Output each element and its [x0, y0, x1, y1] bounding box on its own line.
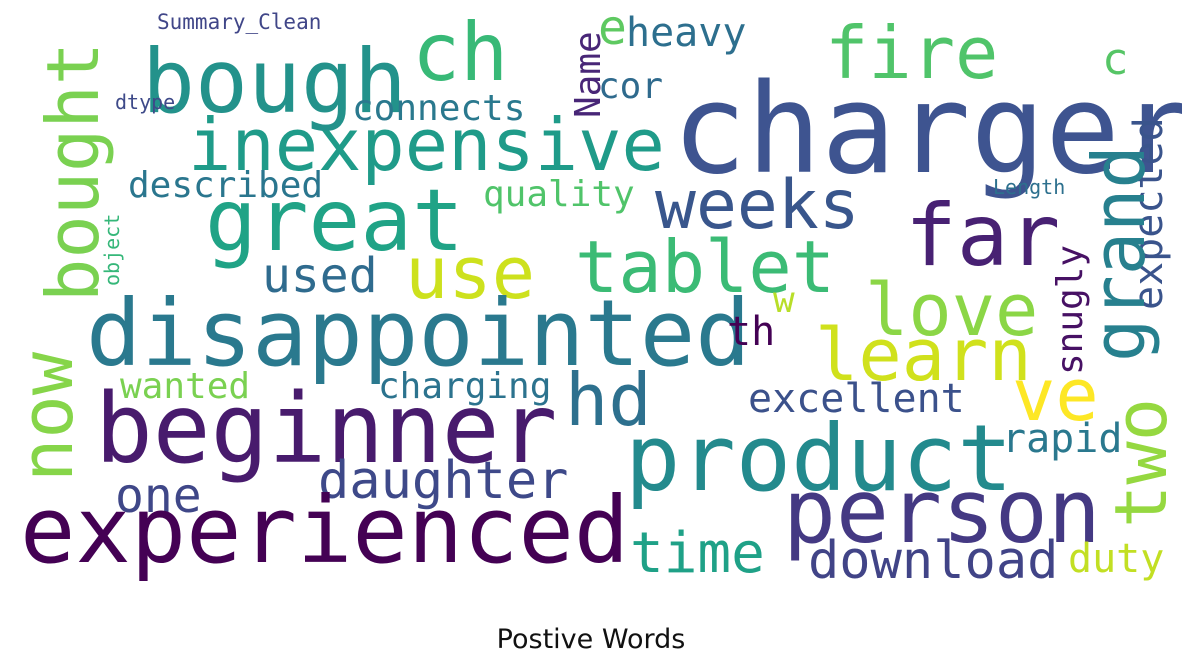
chart-caption: Postive Words [496, 624, 686, 655]
word-use: use [405, 231, 535, 315]
word-hd: hd [565, 358, 652, 442]
word-excellent: excellent [748, 376, 965, 422]
word-experienced: experienced [20, 477, 629, 584]
word-now: now [5, 351, 89, 482]
word-beginner: beginner [95, 373, 557, 485]
word-fire: fire [825, 11, 998, 95]
word-c: c [1102, 34, 1129, 85]
word-quality: quality [483, 174, 635, 215]
word-wanted: wanted [120, 366, 250, 407]
word-charger: charger [672, 58, 1182, 202]
word-charging: charging [378, 366, 551, 407]
word-great: great [205, 171, 464, 271]
word-dtype: dtype [115, 90, 175, 114]
word-far: far [905, 186, 1060, 286]
word-grand: grand [1077, 145, 1161, 362]
word-bough: bough [142, 30, 407, 133]
word-ve: ve [1012, 353, 1099, 437]
word-bought: bought [31, 42, 115, 302]
word-inexpensive: inexpensive [188, 103, 665, 187]
word-rapid: rapid [1002, 416, 1122, 462]
word-daughter: daughter [318, 451, 568, 511]
word-disappointed: disappointed [86, 280, 751, 387]
word-two: two [1099, 398, 1182, 528]
word-cor: cor [598, 66, 663, 107]
word-described: described [128, 165, 323, 206]
word-e: e [598, 0, 627, 56]
word-name: Name [568, 31, 609, 118]
word-expected: expected [1126, 117, 1172, 310]
word-one: one [115, 468, 202, 524]
word-object: object [100, 214, 124, 286]
word-used: used [262, 248, 378, 304]
word-snugly: snugly [1050, 245, 1091, 375]
word-person: person [783, 460, 1101, 563]
word-learn: learn [815, 313, 1032, 397]
word-heavy: heavy [626, 10, 746, 56]
word-tablet: tablet [575, 225, 835, 309]
word-summary-clean: Summary_Clean [157, 10, 321, 34]
word-weeks: weeks [655, 166, 860, 245]
word-w: w [773, 280, 795, 321]
word-love: love [865, 268, 1038, 352]
word-ch: ch [412, 6, 508, 99]
word-connects: connects [352, 88, 525, 129]
word-length: Length [993, 175, 1065, 199]
word-download: download [808, 531, 1058, 591]
word-th: th [727, 309, 775, 355]
word-product: product [625, 405, 1013, 512]
word-time: time [630, 521, 765, 586]
word-duty: duty [1068, 536, 1164, 582]
